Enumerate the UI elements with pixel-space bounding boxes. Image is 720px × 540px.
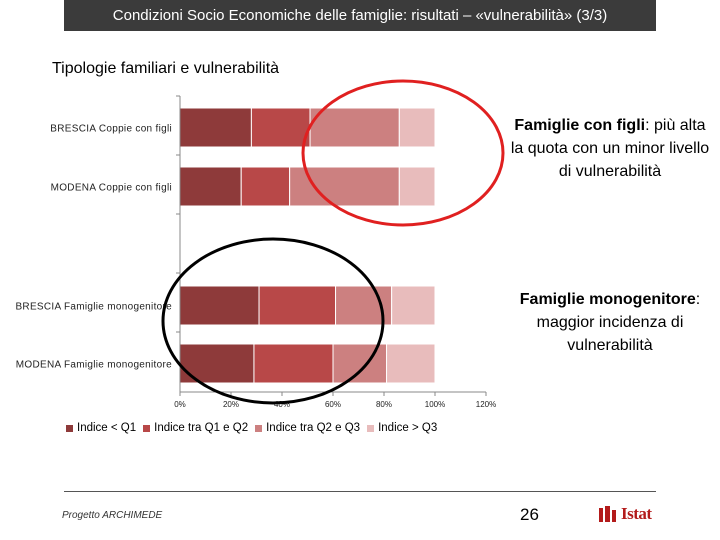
bar-segment (258, 285, 337, 326)
bar-segment (179, 107, 252, 148)
legend-item: Indice > Q3 (367, 422, 437, 434)
annotation-2-text: : maggior incidenza di vulnerabilità (536, 291, 701, 354)
category-labels-group: BRESCIA Coppie con figli MODENA Coppie co… (15, 124, 172, 371)
category-label: MODENA Coppie con figli (51, 183, 172, 194)
bar-segment (240, 166, 291, 207)
bar-segment (179, 166, 242, 207)
ticks-group: 0% 20% 40% 60% 80% 100% 120% (174, 400, 496, 409)
highlight-circle (161, 237, 385, 405)
annotation-1-text: : più alta la quota con un minor livello… (510, 117, 710, 180)
x-tick-label: 60% (325, 400, 341, 409)
bar-segment (309, 107, 400, 148)
istat-logo-icon (599, 506, 616, 522)
legend-swatch (367, 424, 375, 432)
x-tick-label: 40% (274, 400, 290, 409)
bar-segment (332, 343, 388, 384)
annotation-1-bold: Famiglie con figli (514, 117, 646, 134)
annotation-2-bold: Famiglie monogenitore (519, 291, 696, 308)
bar-segment (391, 285, 436, 326)
bar-segment (253, 343, 334, 384)
legend-label: Indice < Q1 (77, 422, 137, 434)
page-number: 26 (520, 505, 539, 524)
annotation-coppie-con-figli: Famiglie con figli: più alta la quota co… (510, 114, 710, 183)
chart-subtitle: Tipologie familiari e vulnerabilità (52, 60, 280, 77)
legend-label: Indice tra Q2 e Q3 (266, 422, 361, 434)
axes-group (176, 95, 487, 396)
category-label: MODENA Famiglie monogenitore (16, 360, 172, 371)
highlight-circles-group (161, 79, 505, 405)
chart-legend: Indice < Q1 Indice tra Q1 e Q2 Indice tr… (66, 422, 444, 434)
highlight-circle (301, 79, 505, 227)
bar-segment (398, 166, 436, 207)
project-name: Progetto ARCHIMEDE (62, 510, 163, 521)
annotation-famiglie-monogenitore: Famiglie monogenitore: maggior incidenza… (515, 288, 705, 357)
x-tick-label: 120% (476, 400, 496, 409)
legend-swatch (66, 424, 73, 432)
bar-segment (398, 107, 436, 148)
legend-label: Indice tra Q1 e Q2 (154, 422, 249, 434)
slide-title: Condizioni Socio Economiche delle famigl… (64, 0, 656, 31)
footer-divider (64, 491, 656, 492)
x-tick-label: 80% (376, 400, 392, 409)
stacked-bar-chart: 0% 20% 40% 60% 80% 100% 120% BRESCIA Coppie co… (15, 79, 505, 409)
legend-label: Indice > Q3 (378, 422, 438, 434)
logo-text: Istat (621, 504, 652, 523)
bars-group (179, 107, 436, 384)
x-tick-label: 100% (425, 400, 445, 409)
bar-segment (179, 285, 260, 326)
legend-swatch (143, 424, 151, 432)
istat-logo: Istat (598, 504, 652, 524)
bar-segment (250, 107, 311, 148)
bar-segment (386, 343, 436, 384)
category-label: BRESCIA Famiglie monogenitore (15, 302, 172, 313)
legend-item: Indice tra Q1 e Q2 (143, 422, 248, 434)
legend-item: Indice < Q1 (66, 422, 136, 434)
category-label: BRESCIA Coppie con figli (50, 124, 172, 135)
legend-swatch (255, 424, 263, 432)
x-tick-label: 0% (174, 400, 186, 409)
x-tick-label: 20% (223, 400, 239, 409)
legend-item: Indice tra Q2 e Q3 (255, 422, 360, 434)
